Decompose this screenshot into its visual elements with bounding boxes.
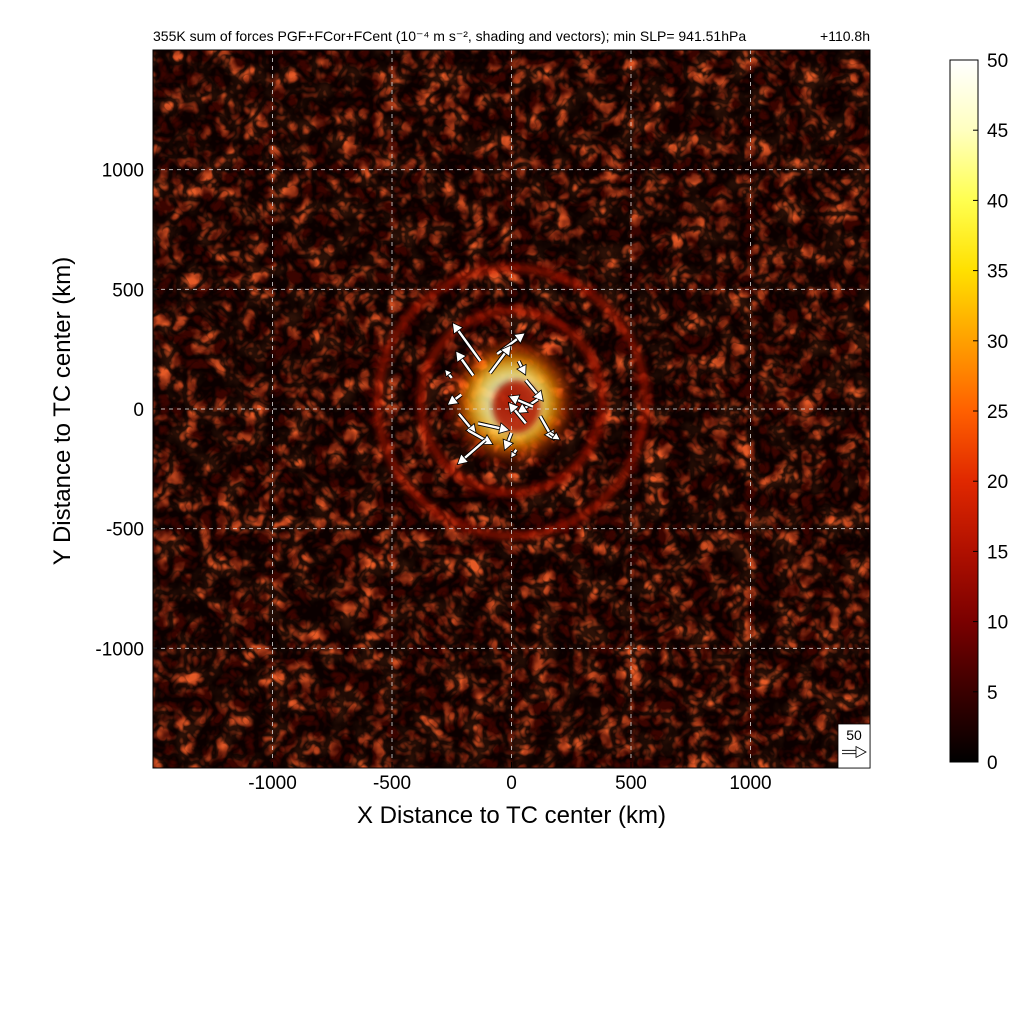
y-tick-label: -1000 bbox=[95, 639, 144, 660]
force-vector bbox=[444, 368, 454, 380]
x-tick-label: 500 bbox=[615, 773, 647, 794]
force-vectors bbox=[444, 321, 561, 466]
force-vector bbox=[451, 321, 483, 363]
force-vector bbox=[446, 392, 463, 406]
colorbar-tick-label: 0 bbox=[987, 753, 998, 774]
force-vector bbox=[524, 378, 544, 402]
time-label: +110.8h bbox=[820, 28, 870, 44]
x-tick-label: 0 bbox=[506, 773, 517, 794]
force-vector bbox=[516, 360, 527, 376]
colorbar-tick-label: 30 bbox=[987, 332, 1008, 353]
force-vector bbox=[507, 394, 534, 409]
force-vector bbox=[516, 397, 539, 414]
force-vector bbox=[510, 448, 519, 459]
plot-area bbox=[153, 50, 870, 768]
colorbar-tick-label: 15 bbox=[987, 542, 1008, 563]
reference-vector-key: 50 bbox=[837, 723, 871, 769]
colorbar-tick-label: 45 bbox=[987, 121, 1008, 142]
y-axis-label: Y Distance to TC center (km) bbox=[49, 257, 76, 566]
force-vector bbox=[488, 344, 512, 375]
y-tick-label: 1000 bbox=[102, 161, 144, 182]
force-vector bbox=[456, 438, 487, 466]
colorbar-tick-label: 40 bbox=[987, 191, 1008, 212]
colorbar: 0 5 10 15 20 25 30 35 40 45 50 bbox=[949, 51, 1008, 774]
colorbar-tick-label: 5 bbox=[987, 683, 998, 704]
force-vector bbox=[455, 350, 475, 377]
x-tick-label: 1000 bbox=[729, 773, 771, 794]
y-tick-label: -500 bbox=[106, 520, 144, 541]
colorbar-tick-label: 50 bbox=[987, 51, 1008, 72]
colorbar-ticks: 0 5 10 15 20 25 30 35 40 45 50 bbox=[973, 51, 1008, 774]
force-vector bbox=[548, 431, 561, 441]
y-axis-ticks: -1000 -500 0 500 1000 bbox=[95, 161, 159, 660]
chart-title: 355K sum of forces PGF+FCor+FCent (10⁻⁴ … bbox=[153, 28, 746, 44]
colorbar-tick-label: 10 bbox=[987, 613, 1008, 634]
colorbar-tick-label: 25 bbox=[987, 402, 1008, 423]
force-vector bbox=[502, 432, 515, 452]
reference-vector-box bbox=[837, 723, 871, 769]
force-vector bbox=[507, 401, 528, 425]
force-vector bbox=[477, 421, 511, 435]
reference-arrow bbox=[842, 745, 867, 759]
colorbar-tick-label: 35 bbox=[987, 262, 1008, 283]
reference-vector-label: 50 bbox=[846, 727, 862, 743]
y-tick-label: 0 bbox=[133, 400, 144, 421]
x-tick-label: -1000 bbox=[248, 773, 297, 794]
reference-vector-arrow bbox=[842, 745, 867, 759]
colorbar-tick-label: 20 bbox=[987, 472, 1008, 493]
x-axis-label: X Distance to TC center (km) bbox=[357, 802, 666, 829]
x-tick-label: -500 bbox=[373, 773, 411, 794]
x-axis-ticks: -1000 -500 0 500 1000 bbox=[248, 762, 772, 794]
y-tick-label: 500 bbox=[112, 280, 144, 301]
